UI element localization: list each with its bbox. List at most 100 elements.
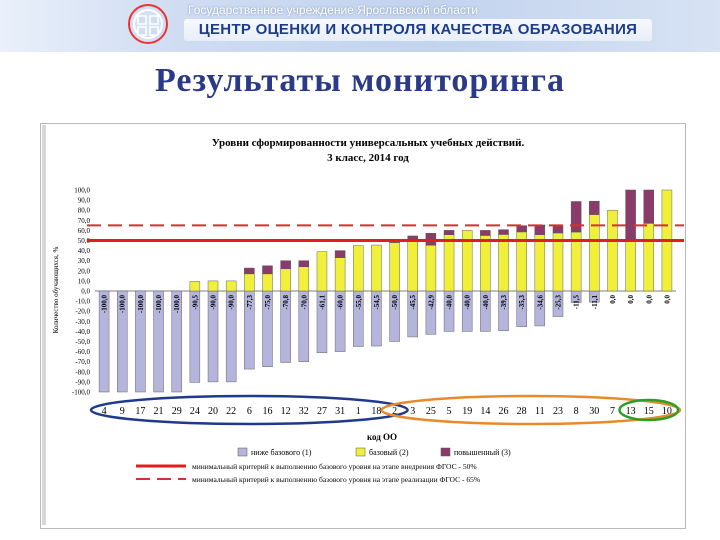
y-tick-label: -40,0 [75,328,90,336]
legend-reference-label: минимальный критерий к выполнению базово… [192,475,480,484]
highlight-ellipse [89,394,409,426]
x-category-label: 2 [392,406,397,417]
bar-advanced [625,189,636,241]
bar-value-label: -40,0 [464,295,472,310]
bar-base [407,240,418,292]
y-tick-label: -60,0 [75,348,90,356]
bar-value-label: -50,0 [391,295,399,310]
bar-value-label: -100,0 [173,295,181,314]
bar-advanced [334,250,346,258]
y-tick-label: 30,0 [78,257,91,265]
y-tick-label: -50,0 [75,338,90,346]
banner-organization: Государственное учреждение Ярославской о… [188,3,479,17]
bar-advanced [643,189,655,224]
bar-value-label: -40,0 [446,295,454,310]
bar-advanced [534,224,546,235]
banner-title-bar: ЦЕНТР ОЦЕНКИ И КОНТРОЛЯ КАЧЕСТВА ОБРАЗОВ… [184,19,652,41]
page-title: Результаты мониторинга [155,62,565,99]
bar-base [425,244,437,292]
x-category-label: 26 [499,406,509,417]
header-banner: Государственное учреждение Ярославской о… [0,0,720,52]
bar-value-label: -75,0 [264,295,272,310]
bar-value-label: -77,3 [246,295,254,310]
bar-value-label: -100,0 [137,295,145,314]
bar-value-label: 0,0 [627,295,635,304]
bar-value-label: 0,0 [645,295,653,304]
bar-value-label: -54,5 [373,295,381,310]
bar-below-base [171,290,182,393]
legend-swatch [355,447,366,457]
x-category-label: 17 [135,406,145,417]
y-tick-label: 0,0 [81,288,90,296]
x-category-label: 5 [447,406,452,417]
bar-base [244,273,255,292]
y-tick-label: 100,0 [74,187,90,195]
x-category-label: 14 [480,406,490,417]
bar-base [443,234,455,292]
y-tick-label: -100,0 [72,389,91,397]
legend-label: повышенный (3) [454,448,511,457]
bar-value-label: -11,5 [573,295,581,310]
x-category-label: 11 [535,406,545,417]
bar-base [371,244,382,292]
bar-value-label: 0,0 [609,295,617,304]
bar-below-base [135,290,146,393]
bar-value-label: -70,8 [282,295,290,310]
bar-base [625,240,636,292]
bar-value-label: -60,0 [337,295,345,310]
x-category-label: 28 [517,406,527,417]
y-axis-label: Количество обучающихся, % [52,246,60,333]
bar-base [480,235,491,292]
bar-advanced [589,200,600,215]
x-category-label: 10 [662,406,672,417]
y-tick-label: -10,0 [75,298,90,306]
x-axis-label: код ОО [367,432,397,442]
x-category-label: 4 [102,406,107,417]
bar-value-label: -100,0 [155,295,163,314]
x-category-label: 12 [281,406,291,417]
bar-advanced [262,265,273,275]
bar-advanced [280,260,291,270]
bar-value-label: -35,3 [518,295,526,310]
legend-swatch [440,447,451,457]
y-tick-label: -90,0 [75,378,90,386]
bar-base [353,245,364,292]
bar-value-label: -55,0 [355,295,363,310]
chart-title: Уровни сформированности универсальных уч… [212,137,525,149]
y-tick-label: 20,0 [78,267,91,275]
bar-base [262,273,273,292]
bar-advanced [480,230,491,236]
bar-base [389,242,400,292]
bar-advanced [516,225,527,233]
x-category-label: 18 [371,406,381,417]
bar-base [207,280,219,292]
bar-value-label: -90,0 [210,295,218,310]
bar-value-label: -100,0 [101,295,109,314]
x-category-label: 32 [299,406,309,417]
y-tick-label: -20,0 [75,308,90,316]
bar-value-label: -45,5 [409,295,417,310]
bar-value-label: -11,1 [591,295,599,310]
bar-advanced [298,260,310,268]
bar-advanced [570,201,582,233]
bar-base [189,281,201,292]
bar-below-base [98,290,110,393]
bar-base [643,223,655,292]
bar-value-label: -42,9 [427,295,435,310]
legend-swatch [237,447,248,457]
logo-icon [128,4,168,44]
bar-value-label: -90,5 [191,295,199,310]
x-category-label: 3 [410,406,415,417]
y-tick-label: 10,0 [78,277,91,285]
bar-value-label: -100,0 [119,295,127,314]
y-tick-label: 80,0 [78,207,91,215]
x-category-label: 31 [335,406,345,417]
highlight-ellipse [618,398,680,422]
x-category-label: 20 [208,406,218,417]
x-category-label: 13 [626,406,636,417]
bar-below-base [116,290,128,393]
x-category-label: 24 [190,406,200,417]
bar-base [334,257,346,292]
bar-value-label: -39,3 [500,295,508,310]
x-category-label: 23 [553,406,563,417]
